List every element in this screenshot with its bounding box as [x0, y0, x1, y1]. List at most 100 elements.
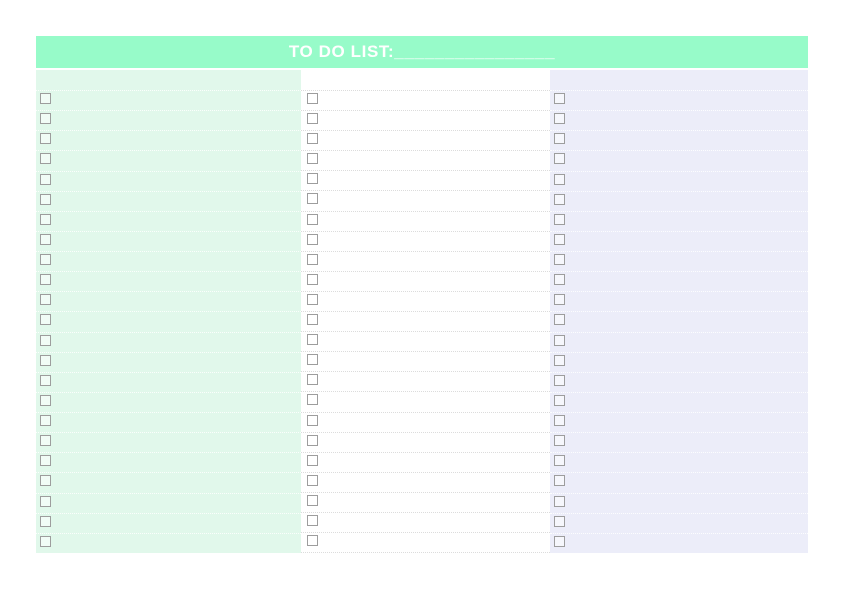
todo-checkbox[interactable] — [554, 394, 565, 406]
todo-checkbox[interactable] — [40, 535, 51, 547]
todo-row — [36, 251, 301, 271]
todo-checkbox[interactable] — [40, 455, 51, 467]
todo-checkbox[interactable] — [40, 515, 51, 527]
todo-checkbox[interactable] — [307, 354, 318, 366]
todo-checkbox[interactable] — [307, 173, 318, 185]
todo-row — [550, 371, 808, 392]
todo-checkbox[interactable] — [307, 394, 318, 406]
todo-checkbox[interactable] — [307, 535, 318, 547]
todo-checkbox[interactable] — [40, 334, 51, 346]
todo-checkbox[interactable] — [307, 133, 318, 145]
todo-row — [550, 210, 808, 231]
todo-checkbox[interactable] — [40, 153, 51, 165]
todo-checkbox[interactable] — [307, 113, 318, 125]
todo-checkbox[interactable] — [307, 514, 318, 526]
todo-checkbox[interactable] — [307, 253, 318, 265]
todo-checkbox[interactable] — [307, 273, 318, 285]
todo-checkbox[interactable] — [40, 495, 51, 507]
todo-checkbox[interactable] — [554, 415, 565, 426]
todo-checkbox[interactable] — [307, 474, 318, 486]
todo-checkbox[interactable] — [40, 274, 51, 286]
todo-checkbox[interactable] — [554, 213, 565, 225]
todo-checkbox[interactable] — [554, 153, 565, 165]
todo-row — [550, 150, 808, 170]
todo-checkbox[interactable] — [307, 414, 318, 426]
todo-checkbox[interactable] — [554, 495, 565, 507]
column-top-spacer — [550, 70, 808, 90]
todo-checkbox[interactable] — [40, 213, 51, 225]
todo-checkbox[interactable] — [554, 113, 565, 125]
todo-checkbox[interactable] — [554, 435, 565, 447]
todo-checkbox[interactable] — [554, 294, 565, 306]
todo-row — [550, 512, 808, 533]
todo-checkbox[interactable] — [554, 274, 565, 286]
todo-checkbox[interactable] — [40, 93, 51, 104]
todo-row — [36, 532, 301, 553]
todo-row — [550, 251, 808, 271]
todo-checkbox[interactable] — [307, 454, 318, 466]
todo-row — [550, 432, 808, 452]
todo-checkbox[interactable] — [307, 233, 318, 245]
todo-checkbox[interactable] — [40, 415, 51, 426]
todo-checkbox[interactable] — [307, 153, 318, 165]
todo-checkbox[interactable] — [554, 93, 565, 104]
todo-row — [550, 130, 808, 150]
todo-checkbox[interactable] — [554, 233, 565, 245]
todo-checkbox[interactable] — [40, 193, 51, 205]
todo-checkbox[interactable] — [554, 515, 565, 527]
todo-checkbox[interactable] — [40, 394, 51, 406]
todo-checkbox[interactable] — [554, 535, 565, 547]
todo-row — [550, 90, 808, 110]
todo-checkbox[interactable] — [40, 254, 51, 265]
todo-list-header: TO DO LIST:________________ — [36, 36, 808, 68]
todo-row — [36, 492, 301, 513]
todo-row — [301, 110, 550, 130]
todo-checkbox[interactable] — [40, 294, 51, 306]
todo-checkbox[interactable] — [40, 475, 51, 487]
todo-checkbox[interactable] — [307, 93, 318, 104]
todo-checkbox[interactable] — [40, 354, 51, 366]
todo-checkbox[interactable] — [40, 113, 51, 125]
todo-checkbox[interactable] — [40, 133, 51, 145]
todo-checkbox[interactable] — [554, 314, 565, 326]
column-top-spacer — [36, 70, 301, 90]
todo-row — [36, 331, 301, 352]
todo-checkbox[interactable] — [307, 374, 318, 386]
todo-checkbox[interactable] — [307, 293, 318, 305]
todo-row — [36, 412, 301, 432]
todo-checkbox[interactable] — [40, 173, 51, 185]
todo-checkbox[interactable] — [554, 133, 565, 145]
todo-checkbox[interactable] — [554, 173, 565, 185]
todo-checkbox[interactable] — [307, 434, 318, 446]
todo-checkbox[interactable] — [554, 193, 565, 205]
todo-checkbox[interactable] — [307, 213, 318, 225]
todo-checkbox[interactable] — [307, 193, 318, 205]
todo-row — [550, 170, 808, 191]
todo-checkbox[interactable] — [554, 254, 565, 265]
todo-checkbox[interactable] — [554, 475, 565, 487]
todo-row — [301, 170, 550, 190]
todo-row — [301, 150, 550, 170]
todo-row — [36, 472, 301, 492]
todo-checkbox[interactable] — [554, 354, 565, 366]
todo-checkbox[interactable] — [554, 455, 565, 467]
todo-row — [36, 110, 301, 130]
todo-row — [550, 391, 808, 412]
todo-row — [301, 130, 550, 150]
todo-checkbox[interactable] — [307, 314, 318, 326]
todo-checkbox[interactable] — [40, 233, 51, 245]
todo-checkbox[interactable] — [307, 494, 318, 506]
todo-row — [550, 331, 808, 352]
todo-row — [550, 472, 808, 492]
todo-row — [550, 452, 808, 472]
title-blank-line: ________________ — [394, 42, 556, 61]
todo-checkbox[interactable] — [40, 314, 51, 326]
todo-checkbox[interactable] — [307, 334, 318, 346]
todo-row — [550, 532, 808, 553]
todo-checkbox[interactable] — [554, 374, 565, 386]
todo-checkbox[interactable] — [40, 374, 51, 386]
todo-row — [301, 411, 550, 432]
todo-checkbox[interactable] — [40, 435, 51, 447]
todo-checkbox[interactable] — [554, 334, 565, 346]
